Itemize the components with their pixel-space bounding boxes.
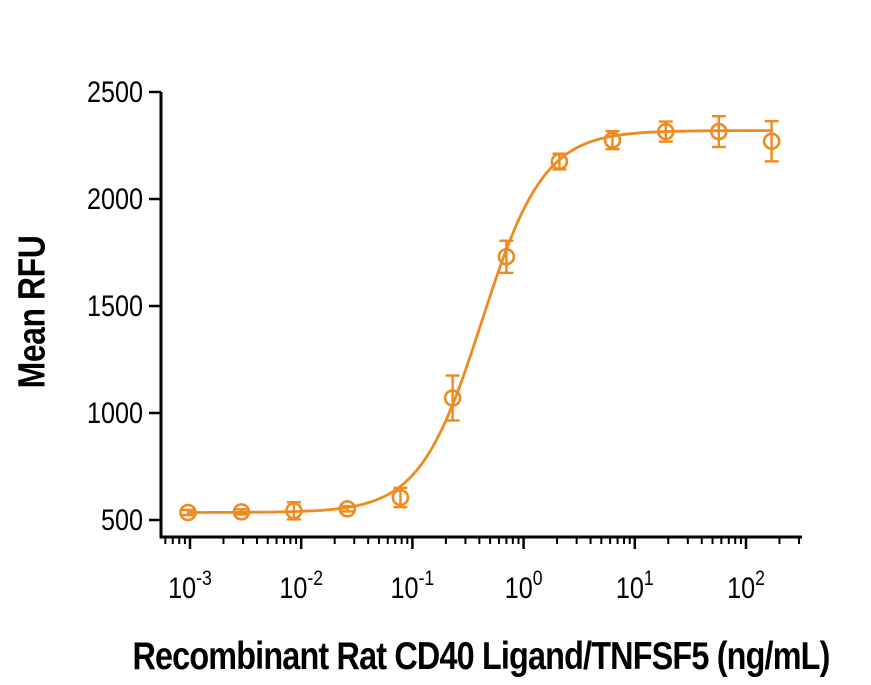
data-point-marker [338,500,357,518]
x-tick-label: 10-1 [391,567,435,605]
x-tick-label: 10-3 [168,567,212,605]
data-point-marker [443,389,462,407]
y-axis-label: Mean RFU [11,235,54,389]
data-point-marker [285,501,303,520]
fit-curve [188,129,772,514]
data-point-marker [656,122,675,141]
x-tick-label: 102 [727,567,765,605]
y-tick-label: 1000 [87,396,143,430]
x-tick-label: 101 [616,567,654,605]
y-tick-label: 2000 [87,182,143,216]
data-point-marker [497,247,516,266]
y-tick-label: 500 [101,503,143,537]
x-tick-label: 10-2 [279,567,323,605]
y-tick-label: 1500 [87,289,143,323]
data-point-marker [179,503,197,522]
x-tick-label: 100 [505,567,543,605]
data-point-marker [232,503,251,521]
data-point-marker [603,131,622,149]
data-point-marker [762,132,781,151]
x-axis-title: Recombinant Rat CD40 Ligand/TNFSF5 (ng/m… [132,635,830,678]
y-tick-label: 2500 [87,75,143,109]
data-point-marker [550,152,569,171]
data-point-marker [391,488,410,507]
data-point-marker [710,122,728,141]
